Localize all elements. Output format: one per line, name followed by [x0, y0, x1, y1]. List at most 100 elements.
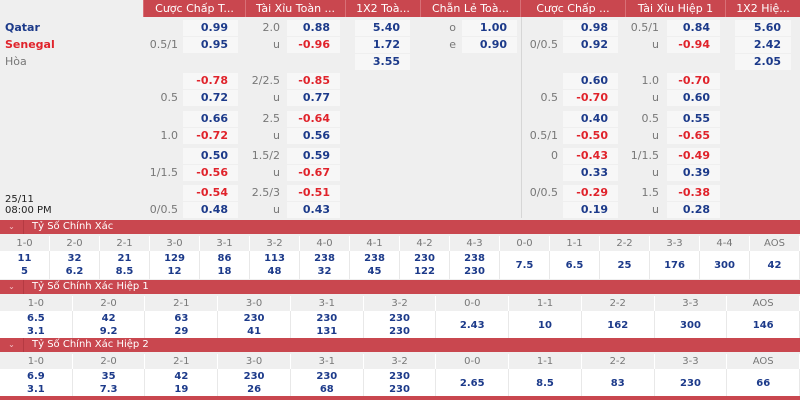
ou-odds-cell[interactable]: -0.64 [287, 111, 340, 127]
odds-value[interactable]: 230 [389, 384, 410, 395]
odds-value[interactable]: 18 [217, 266, 232, 277]
odds-value[interactable]: 230 [243, 313, 265, 324]
x12-cell[interactable]: 3.55 [355, 54, 410, 70]
odds-value[interactable]: 300 [680, 319, 701, 331]
odds-value[interactable]: 63 [174, 313, 189, 324]
h1-ou-odds-cell[interactable]: -0.94 [667, 37, 720, 53]
col-over-under-full[interactable]: Tài Xỉu Toàn ... [245, 0, 345, 17]
h1-hdp-odds-cell[interactable]: 0.40 [563, 111, 618, 127]
odds-value[interactable]: 42 [101, 313, 116, 324]
h1-hdp-odds-cell[interactable]: -0.50 [563, 128, 618, 144]
ou-odds-cell[interactable]: -0.67 [287, 165, 340, 181]
col-over-under-h1[interactable]: Tài Xỉu Hiệp 1 [625, 0, 725, 17]
odds-value[interactable]: 3.1 [27, 384, 45, 395]
odds-value[interactable]: 48 [267, 266, 282, 277]
odds-value[interactable]: 10 [538, 319, 552, 331]
col-1x2-h1[interactable]: 1X2 Hiệ... [725, 0, 800, 17]
odds-value[interactable]: 5 [21, 266, 28, 277]
odds-value[interactable]: 6.5 [27, 313, 45, 324]
ou-odds-cell[interactable]: 0.43 [287, 202, 340, 218]
odds-value[interactable]: 11 [17, 253, 32, 264]
odds-value[interactable]: 41 [247, 326, 262, 337]
h1-ou-odds-cell[interactable]: -0.38 [667, 185, 720, 201]
odds-value[interactable]: 12 [167, 266, 182, 277]
odds-value[interactable]: 230 [389, 326, 410, 337]
odds-value[interactable]: 176 [664, 259, 685, 271]
h1-ou-odds-cell[interactable]: -0.49 [667, 148, 720, 164]
odds-value[interactable]: 6.9 [27, 371, 45, 382]
ou-odds-cell[interactable]: -0.85 [287, 73, 340, 89]
odds-value[interactable]: 19 [174, 384, 189, 395]
h1-x12-cell[interactable]: 2.05 [735, 54, 791, 70]
odds-value[interactable]: 113 [264, 253, 285, 264]
h1-ou-odds-cell[interactable]: -0.70 [667, 73, 720, 89]
col-odd-even-full[interactable]: Chẵn Lẻ Toà... [420, 0, 520, 17]
odds-value[interactable]: 32 [67, 253, 82, 264]
h1-hdp-odds-cell[interactable]: 0.98 [563, 20, 618, 36]
h1-hdp-odds-cell[interactable]: 0.33 [563, 165, 618, 181]
h1-hdp-odds-cell[interactable]: 0.60 [563, 73, 618, 89]
ou-odds-cell[interactable]: 0.59 [287, 148, 340, 164]
h1-hdp-odds-cell[interactable]: -0.43 [563, 148, 618, 164]
odds-value[interactable]: 230 [389, 371, 410, 382]
h1-x12-cell[interactable]: 2.42 [735, 37, 791, 53]
h1-hdp-odds-cell[interactable]: 0.92 [563, 37, 618, 53]
ou-odds-cell[interactable]: 0.88 [287, 20, 340, 36]
section-header[interactable]: ⌄ Tỷ Số Chính Xác Hiệp 2 [0, 338, 800, 352]
hdp-odds-cell[interactable]: 0.95 [183, 37, 238, 53]
ou-odds-cell[interactable]: 0.77 [287, 90, 340, 106]
odds-value[interactable]: 45 [367, 266, 382, 277]
x12-cell[interactable]: 1.72 [355, 37, 410, 53]
odds-value[interactable]: 29 [174, 326, 189, 337]
h1-ou-odds-cell[interactable]: 0.84 [667, 20, 720, 36]
odds-value[interactable]: 162 [607, 319, 629, 331]
h1-x12-cell[interactable]: 5.60 [735, 20, 791, 36]
hdp-odds-cell[interactable]: -0.78 [183, 73, 238, 89]
h1-hdp-odds-cell[interactable]: -0.70 [563, 90, 618, 106]
x12-cell[interactable]: 5.40 [355, 20, 410, 36]
ou-odds-cell[interactable]: 0.56 [287, 128, 340, 144]
odds-value[interactable]: 129 [164, 253, 185, 264]
hdp-odds-cell[interactable]: 0.50 [183, 148, 238, 164]
odds-value[interactable]: 122 [414, 266, 435, 277]
odds-value[interactable]: 238 [464, 253, 485, 264]
odds-value[interactable]: 230 [464, 266, 485, 277]
odds-value[interactable]: 230 [680, 377, 701, 389]
hdp-odds-cell[interactable]: 0.66 [183, 111, 238, 127]
chevron-down-icon[interactable]: ⌄ [0, 338, 24, 352]
odds-value[interactable]: 230 [243, 371, 265, 382]
ou-odds-cell[interactable]: -0.96 [287, 37, 340, 53]
odds-value[interactable]: 26 [247, 384, 262, 395]
odds-value[interactable]: 8.5 [536, 377, 554, 389]
hdp-odds-cell[interactable]: -0.72 [183, 128, 238, 144]
h1-ou-odds-cell[interactable]: -0.65 [667, 128, 720, 144]
col-handicap-full[interactable]: Cược Chấp T... [143, 0, 245, 17]
hdp-odds-cell[interactable]: -0.56 [183, 165, 238, 181]
oe-odds-cell[interactable]: 1.00 [462, 20, 517, 36]
hdp-odds-cell[interactable]: 0.72 [183, 90, 238, 106]
odds-value[interactable]: 230 [389, 313, 410, 324]
h1-ou-odds-cell[interactable]: 0.60 [667, 90, 720, 106]
chevron-down-icon[interactable]: ⌄ [0, 220, 24, 234]
hdp-odds-cell[interactable]: -0.54 [183, 185, 238, 201]
odds-value[interactable]: 32 [317, 266, 332, 277]
odds-value[interactable]: 21 [117, 253, 132, 264]
odds-value[interactable]: 42 [174, 371, 189, 382]
odds-value[interactable]: 7.5 [515, 259, 534, 271]
odds-value[interactable]: 42 [767, 259, 782, 271]
section-header[interactable]: ⌄ Tỷ Số Chính Xác Hiệp 1 [0, 280, 800, 294]
odds-value[interactable]: 7.3 [99, 384, 118, 395]
h1-ou-odds-cell[interactable]: 0.28 [667, 202, 720, 218]
odds-value[interactable]: 3.1 [27, 326, 45, 337]
odds-value[interactable]: 230 [316, 371, 338, 382]
odds-value[interactable]: 230 [316, 313, 338, 324]
h1-ou-odds-cell[interactable]: 0.55 [667, 111, 720, 127]
odds-value[interactable]: 2.65 [459, 377, 485, 389]
hdp-odds-cell[interactable]: 0.99 [183, 20, 238, 36]
ou-odds-cell[interactable]: -0.51 [287, 185, 340, 201]
section-header[interactable]: ⌄ Tỷ Số Chính Xác [0, 220, 800, 234]
odds-value[interactable]: 238 [314, 253, 335, 264]
odds-value[interactable]: 131 [316, 326, 338, 337]
odds-value[interactable]: 6.5 [565, 259, 584, 271]
odds-value[interactable]: 68 [319, 384, 334, 395]
